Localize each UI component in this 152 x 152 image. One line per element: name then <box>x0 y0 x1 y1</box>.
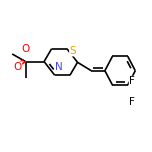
Text: N: N <box>55 62 63 72</box>
Text: F: F <box>129 97 135 107</box>
Text: O: O <box>22 44 30 54</box>
Text: S: S <box>70 46 76 56</box>
Text: F: F <box>129 76 135 86</box>
Text: O: O <box>13 62 22 72</box>
